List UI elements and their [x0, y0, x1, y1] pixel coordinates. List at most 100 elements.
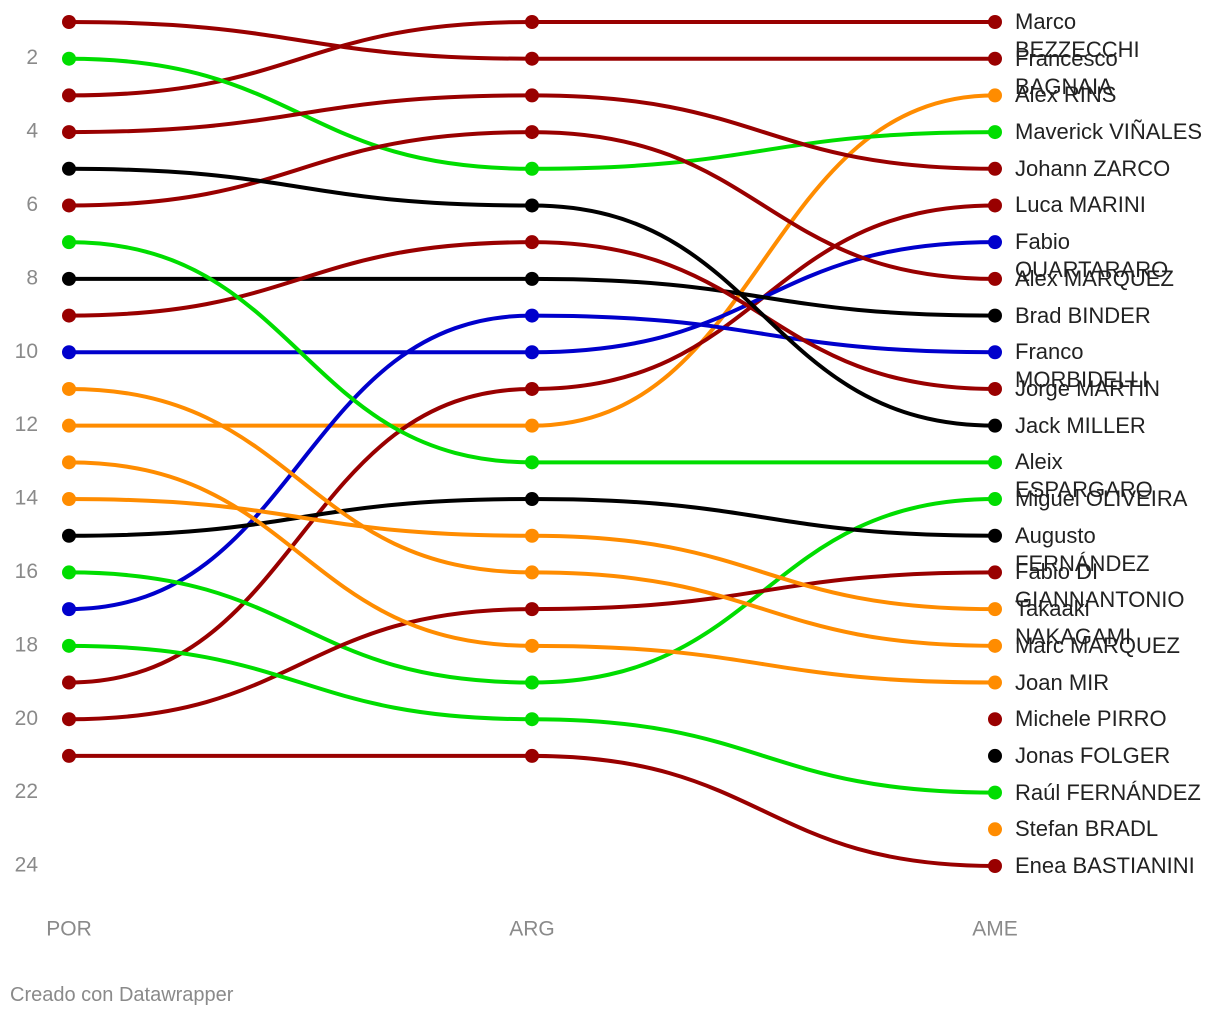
series-label: Fabio QUARTARARO [1015, 229, 1169, 283]
point [62, 125, 76, 140]
point [62, 308, 76, 323]
series-label: Maverick VIÑALES [1015, 119, 1203, 145]
series-label: Augusto FERNÁNDEZ [1015, 522, 1150, 576]
point [988, 859, 1002, 873]
point [525, 308, 539, 323]
y-tick-label: 24 [15, 854, 39, 877]
y-tick-label: 20 [15, 707, 38, 730]
y-tick-label: 12 [15, 413, 38, 436]
point [525, 418, 539, 433]
point [988, 638, 1002, 653]
point [62, 602, 76, 617]
point [62, 418, 76, 433]
series-label: Franco MORBIDELLI [1015, 339, 1149, 393]
series-label: Jack MILLER [1015, 412, 1146, 438]
point [988, 198, 1002, 213]
point [62, 748, 76, 763]
series-line [68, 56, 996, 171]
series-label: Marc MARQUEZ [1015, 632, 1180, 658]
point [988, 161, 1002, 176]
point [525, 51, 539, 66]
x-tick-label: POR [46, 918, 92, 941]
point [988, 455, 1002, 470]
point [62, 675, 76, 690]
point [525, 712, 539, 727]
point [988, 492, 1002, 507]
point [988, 15, 1002, 29]
series-label: Marco BEZZECCHI [1015, 9, 1140, 62]
point [988, 822, 1002, 837]
point [525, 125, 539, 140]
y-tick-label: 6 [26, 193, 38, 216]
point [525, 748, 539, 763]
series-line [68, 240, 995, 465]
point [525, 638, 539, 653]
series-label: Michele PIRRO [1015, 706, 1167, 732]
point [988, 602, 1002, 617]
series-label: Fabio DI GIANNANTONIO [1015, 559, 1185, 613]
series-line [68, 460, 996, 685]
point [62, 88, 76, 103]
series-label: Luca MARINI [1015, 192, 1146, 218]
point [988, 418, 1002, 433]
point [525, 345, 539, 360]
point [525, 455, 539, 470]
point [525, 198, 539, 213]
series-line [68, 497, 996, 612]
point [62, 345, 76, 360]
point [525, 235, 539, 250]
point [62, 492, 76, 507]
series-label: Stefan BRADL [1015, 816, 1159, 842]
point [62, 161, 76, 176]
series-label: Johann ZARCO [1015, 155, 1171, 181]
y-tick-label: 14 [15, 487, 39, 510]
point [525, 602, 539, 617]
y-tick-label: 22 [15, 780, 38, 803]
series-label: Brad BINDER [1015, 302, 1151, 328]
point [525, 88, 539, 103]
point [62, 381, 76, 396]
point [525, 271, 539, 286]
point [988, 712, 1002, 727]
series-label: Enea BASTIANINI [1015, 853, 1195, 878]
point [988, 748, 1002, 763]
point [62, 528, 76, 543]
point [62, 198, 76, 213]
point [525, 675, 539, 690]
series-label: Alex RINS [1015, 82, 1117, 108]
footer: Creado con Datawrapper [10, 984, 234, 1006]
point [988, 271, 1002, 286]
x-tick-label: ARG [509, 918, 555, 941]
series-line [68, 313, 996, 612]
point [988, 565, 1002, 580]
point [525, 492, 539, 507]
point [62, 271, 76, 286]
point [62, 235, 76, 250]
point [988, 51, 1002, 66]
point [988, 88, 1002, 103]
series-label: Francesco BAGNAIA [1015, 45, 1118, 99]
series-line [68, 497, 996, 685]
x-tick-label: AME [972, 918, 1018, 941]
series-line [68, 166, 996, 428]
series-line [68, 240, 996, 355]
series-line [69, 93, 996, 428]
point [988, 235, 1002, 250]
point [525, 565, 539, 580]
point [62, 638, 76, 653]
series-label: Takaaki NAKAGAMI [1015, 596, 1132, 650]
point [62, 565, 76, 580]
series-label: Miguel OLIVEIRA [1015, 486, 1188, 512]
series-line [69, 753, 996, 868]
series-label: Jonas FOLGER [1015, 742, 1171, 768]
point [525, 381, 539, 396]
point [525, 15, 539, 29]
y-tick-label: 16 [15, 560, 38, 583]
y-tick-label: 2 [26, 46, 38, 69]
y-tick-label: 10 [15, 340, 38, 363]
series-label: Aleix ESPARGARO [1015, 449, 1153, 503]
series-label: Jorge MARTIN [1015, 375, 1161, 401]
point [988, 528, 1002, 543]
